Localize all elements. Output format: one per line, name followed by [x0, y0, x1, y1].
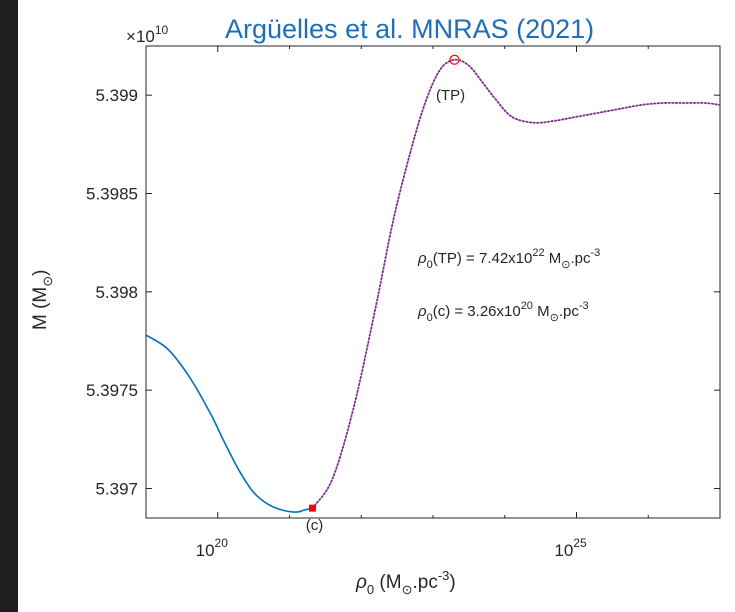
y-exponent-times: ×: [126, 27, 136, 46]
y-exponent-label: ×1010: [126, 23, 169, 46]
y-tick-label: 5.397: [95, 480, 138, 499]
y-axis: 5.397 5.3975 5.398 5.3985 5.399: [86, 86, 720, 499]
citation-title: Argüelles et al. MNRAS (2021): [225, 14, 594, 44]
y-tick-label: 5.398: [95, 283, 138, 302]
y-exponent-base: 10: [136, 27, 155, 46]
annotation-rho0-tp: ρ0(TP) = 7.42x1022 M⊙.pc-3: [417, 247, 600, 271]
turning-point-label: (TP): [436, 87, 465, 104]
annotations-group: ρ0(TP) = 7.42x1022 M⊙.pc-3 ρ0(c) = 3.26x1…: [417, 247, 600, 324]
y-exponent-power: 10: [155, 23, 169, 37]
y-tick-label: 5.3985: [86, 185, 138, 204]
turning-point-marker: [449, 54, 460, 65]
plot-area: [145, 45, 721, 519]
unstable-branch-line: [311, 58, 720, 510]
series-group: [146, 58, 720, 513]
y-tick-label: 5.399: [95, 86, 138, 105]
x-axis-label: ρ0 (M⊙.pc-3): [355, 568, 456, 597]
annotation-rho0-c: ρ0(c) = 3.26x1020 M⊙.pc-3: [417, 300, 589, 324]
x-tick-label: 1025: [554, 536, 587, 560]
y-tick-label: 5.3975: [86, 381, 138, 400]
stable-branch-line: [146, 334, 314, 513]
markers-group: (c) (TP): [306, 54, 465, 534]
critical-point-marker: [308, 504, 316, 512]
x-tick-label: 1020: [196, 536, 229, 560]
y-axis-label: M (M⊙): [30, 270, 55, 331]
x-axis: 1020 1025: [145, 46, 721, 560]
critical-point-label: (c): [306, 517, 324, 534]
